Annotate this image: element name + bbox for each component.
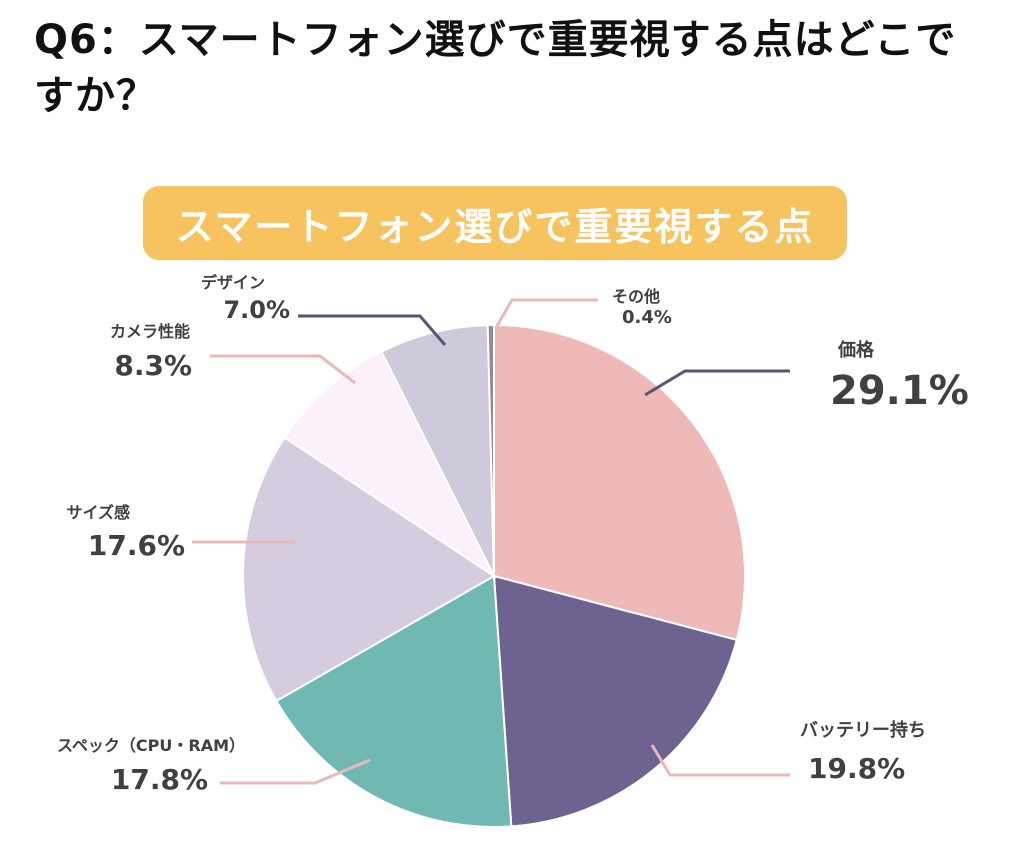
leader-line-6 <box>298 314 447 346</box>
pie-slice-5 <box>283 350 497 579</box>
leader-line-2 <box>650 744 790 777</box>
pie-slice-3 <box>275 574 513 828</box>
slice-category-label-6: デザイン <box>201 273 265 292</box>
leader-line-7 <box>495 298 598 327</box>
pie-slice-4 <box>242 436 496 703</box>
slice-category-label-3: スペック（CPU・RAM） <box>57 736 245 755</box>
slice-category-label-7: その他 <box>612 287 660 306</box>
question-heading: Q6：スマートフォン選びで重要視する点はどこですか？ <box>34 17 957 119</box>
pie-slices <box>242 323 747 828</box>
slice-labels: 価格 29.1% バッテリー持ち 19.8% スペック（CPU・RAM） 17.8% サイズ… <box>57 273 969 796</box>
leader-line-5 <box>210 354 356 385</box>
slice-value-label-3: 17.8% <box>111 763 208 796</box>
chart-title: スマートフォン選びで重要視する点 <box>175 204 815 249</box>
pie-slice-1 <box>493 323 747 642</box>
slice-value-label-4: 17.6% <box>88 529 185 562</box>
slice-category-label-1: 価格 <box>837 339 875 361</box>
slice-value-label-7: 0.4% <box>622 307 672 328</box>
slice-value-label-5: 8.3% <box>114 349 192 382</box>
slice-category-label-2: バッテリー持ち <box>800 719 926 741</box>
leader-line-3 <box>220 758 371 785</box>
leader-line-1 <box>644 369 790 397</box>
pie-slice-7 <box>486 323 495 577</box>
slice-category-label-4: サイズ感 <box>66 503 130 522</box>
slice-category-label-5: カメラ性能 <box>110 322 190 341</box>
chart-title-banner: スマートフォン選びで重要視する点 <box>143 186 847 260</box>
slice-value-label-1: 29.1% <box>830 368 969 414</box>
slice-value-label-2: 19.8% <box>808 752 905 785</box>
slice-value-label-6: 7.0% <box>223 296 290 324</box>
pie-slice-2 <box>492 574 738 828</box>
